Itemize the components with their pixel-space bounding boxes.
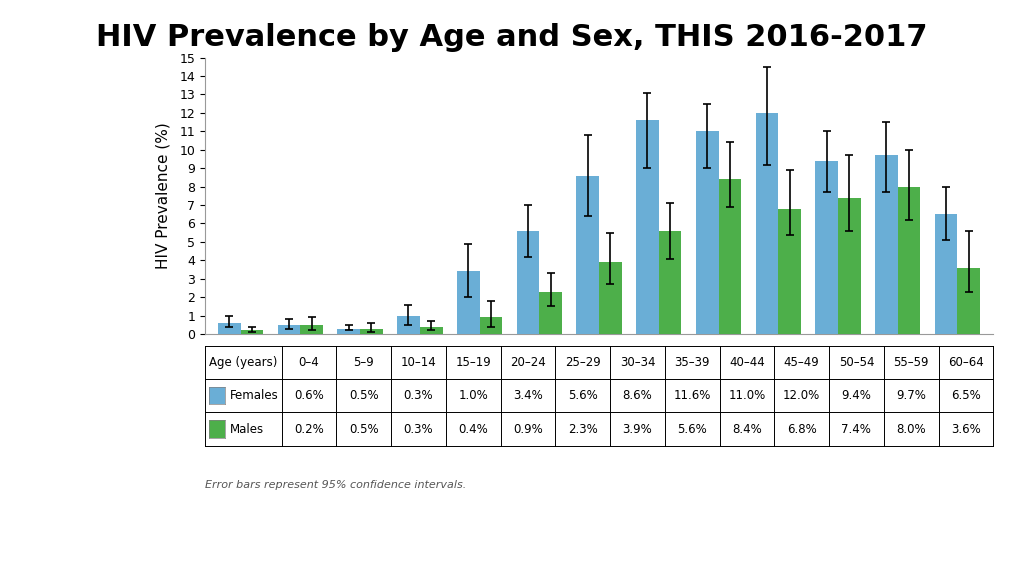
Text: 0.3%: 0.3% [403, 423, 433, 435]
Bar [815, 161, 838, 334]
Bar [479, 317, 503, 334]
Text: 3.4%: 3.4% [513, 389, 543, 402]
Text: 35–39: 35–39 [675, 356, 710, 369]
Bar [636, 120, 658, 334]
Bar [300, 325, 324, 334]
Bar [516, 231, 540, 334]
Text: HIV Prevalence by Age and Sex, THIS 2016-2017: HIV Prevalence by Age and Sex, THIS 2016… [96, 23, 928, 52]
Text: Error bars represent 95% confidence intervals.: Error bars represent 95% confidence inte… [205, 480, 466, 490]
Text: 5.6%: 5.6% [677, 423, 707, 435]
Bar [457, 271, 479, 334]
Text: 0.3%: 0.3% [403, 389, 433, 402]
Bar [360, 328, 383, 334]
Bar [957, 268, 980, 334]
Bar [935, 214, 957, 334]
Bar [696, 131, 719, 334]
Bar [241, 331, 263, 334]
Text: 9.7%: 9.7% [896, 389, 926, 402]
Text: 30–34: 30–34 [620, 356, 655, 369]
Text: Females: Females [229, 389, 279, 402]
Text: 40–44: 40–44 [729, 356, 765, 369]
Text: 9.4%: 9.4% [842, 389, 871, 402]
Text: 20–24: 20–24 [510, 356, 546, 369]
Y-axis label: HIV Prevalence (%): HIV Prevalence (%) [156, 123, 171, 269]
Bar [420, 327, 442, 334]
Bar [577, 176, 599, 334]
Text: Males: Males [229, 423, 263, 435]
Text: 8.4%: 8.4% [732, 423, 762, 435]
Text: 5.6%: 5.6% [568, 389, 598, 402]
Text: 60–64: 60–64 [948, 356, 984, 369]
Bar [756, 113, 778, 334]
Text: 0.5%: 0.5% [349, 423, 379, 435]
Bar [898, 187, 921, 334]
Text: 50–54: 50–54 [839, 356, 874, 369]
Text: 10–14: 10–14 [400, 356, 436, 369]
Bar [397, 316, 420, 334]
Text: 0.2%: 0.2% [294, 423, 324, 435]
Bar [338, 328, 360, 334]
Text: 0.6%: 0.6% [294, 389, 324, 402]
Bar [719, 179, 741, 334]
Bar [218, 323, 241, 334]
Text: 25–29: 25–29 [565, 356, 600, 369]
Text: 5–9: 5–9 [353, 356, 374, 369]
Text: 0–4: 0–4 [299, 356, 319, 369]
Bar [874, 156, 898, 334]
Text: 6.5%: 6.5% [951, 389, 981, 402]
Bar [278, 325, 300, 334]
Text: 15–19: 15–19 [456, 356, 492, 369]
Text: 3.6%: 3.6% [951, 423, 981, 435]
Text: 0.9%: 0.9% [513, 423, 543, 435]
Text: 1.0%: 1.0% [459, 389, 488, 402]
Bar [658, 231, 682, 334]
Bar [778, 209, 801, 334]
Bar [599, 262, 622, 334]
Text: 55–59: 55–59 [893, 356, 929, 369]
Text: 11.6%: 11.6% [674, 389, 711, 402]
Text: 11.0%: 11.0% [728, 389, 766, 402]
Text: 6.8%: 6.8% [786, 423, 816, 435]
Bar [838, 198, 860, 334]
Text: Age (years): Age (years) [209, 356, 278, 369]
Text: 12.0%: 12.0% [783, 389, 820, 402]
Text: 7.4%: 7.4% [842, 423, 871, 435]
Text: 2.3%: 2.3% [568, 423, 598, 435]
Text: 0.4%: 0.4% [459, 423, 488, 435]
Text: 8.0%: 8.0% [896, 423, 926, 435]
Bar [540, 291, 562, 334]
Text: 3.9%: 3.9% [623, 423, 652, 435]
Text: 0.5%: 0.5% [349, 389, 379, 402]
Text: 45–49: 45–49 [783, 356, 819, 369]
Text: 8.6%: 8.6% [623, 389, 652, 402]
